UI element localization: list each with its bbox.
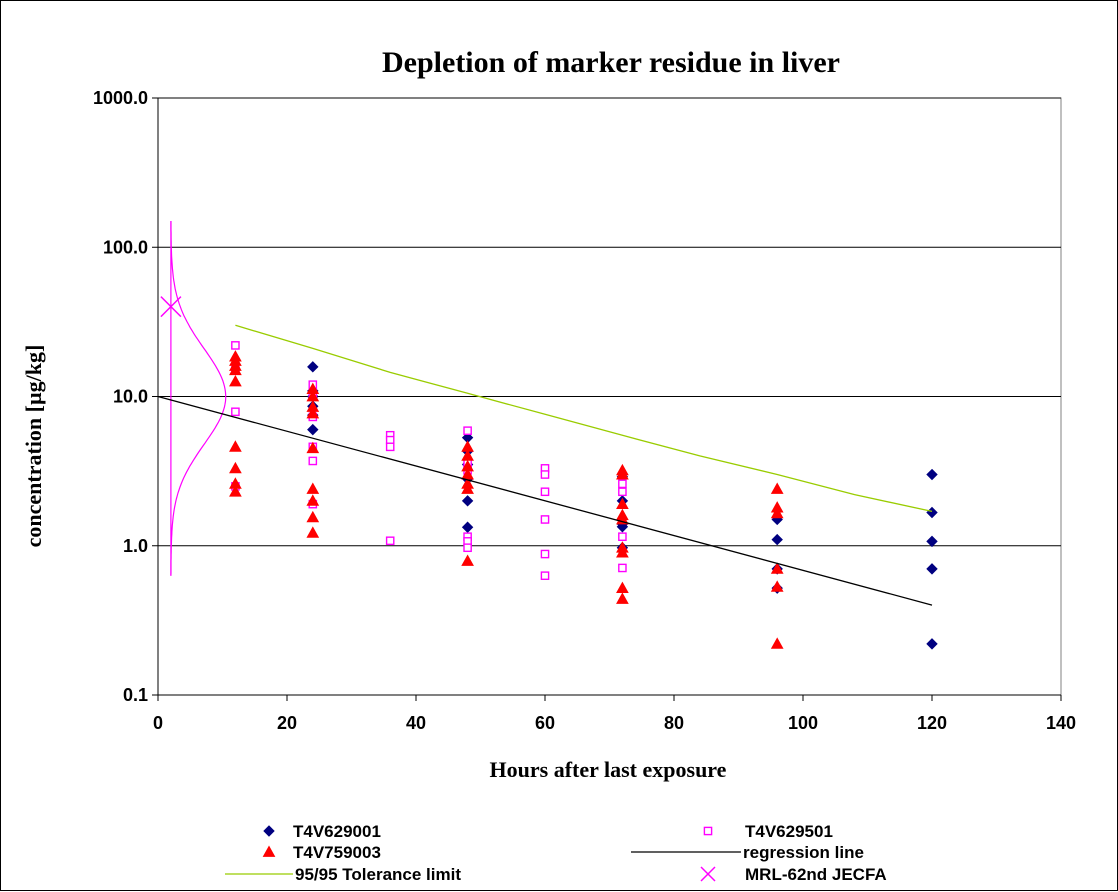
- data-point: [616, 592, 629, 604]
- x-tick-label: 120: [917, 713, 947, 733]
- x-tick-label: 60: [535, 713, 555, 733]
- x-axis-title: Hours after last exposure: [490, 757, 727, 782]
- legend-label: T4V629001: [293, 822, 381, 841]
- legend-marker-swatch: [700, 866, 716, 882]
- y-tick-label: 10.0: [113, 387, 148, 407]
- data-point: [306, 526, 320, 538]
- legend-label: MRL-62nd JECFA: [745, 865, 887, 884]
- data-point: [926, 535, 938, 548]
- legend-item-regression-line: regression line: [631, 843, 864, 862]
- legend-item-t4v759003: T4V759003: [262, 843, 381, 862]
- data-point: [618, 487, 627, 497]
- x-tick-label: 140: [1046, 713, 1076, 733]
- x-marker-stroke: [700, 866, 716, 882]
- data-point: [307, 361, 319, 373]
- legend-label: regression line: [743, 843, 864, 862]
- data-point: [540, 549, 550, 559]
- data-point: [540, 470, 550, 479]
- data-point: [926, 563, 938, 575]
- legend-marker-swatch: [703, 826, 713, 836]
- data-point: [231, 341, 240, 350]
- series-line-95-95-tolerance-limit: [235, 324, 933, 513]
- legend-item-95-95-tolerance-limit: 95/95 Tolerance limit: [225, 865, 461, 884]
- data-point: [926, 506, 938, 519]
- y-tick-label: 0.1: [123, 685, 148, 705]
- legend-marker-swatch: [262, 845, 276, 857]
- x-tick-label: 0: [153, 713, 163, 733]
- data-point: [616, 468, 629, 480]
- data-point: [616, 497, 629, 510]
- series-t4v759003: [229, 350, 784, 649]
- legend-label: T4V759003: [293, 843, 381, 862]
- data-point: [926, 468, 938, 481]
- distribution-curve: [170, 221, 227, 576]
- data-point: [308, 456, 318, 466]
- data-point: [307, 423, 319, 436]
- data-point: [306, 482, 320, 494]
- chart-title: Depletion of marker residue in liver: [382, 46, 840, 79]
- data-point: [385, 442, 395, 452]
- data-point: [306, 406, 320, 419]
- data-point: [229, 485, 242, 497]
- data-point: [306, 510, 320, 523]
- x-tick-label: 20: [277, 713, 297, 733]
- x-tick-label: 40: [406, 713, 426, 733]
- series-line-regression-line: [157, 395, 933, 606]
- data-point: [618, 532, 627, 541]
- y-tick-label: 100.0: [103, 237, 148, 257]
- data-point: [926, 638, 938, 650]
- data-point: [461, 482, 474, 494]
- y-tick-label: 1000.0: [93, 88, 148, 108]
- data-point: [770, 637, 784, 649]
- legend-marker-swatch: [263, 825, 275, 837]
- x-tick-label: 100: [788, 713, 818, 733]
- data-point: [229, 374, 242, 387]
- data-point: [229, 461, 242, 474]
- data-point: [461, 495, 474, 507]
- data-point: [160, 296, 182, 318]
- y-axis-title: concentration [µg/kg]: [21, 345, 46, 548]
- data-point: [461, 554, 474, 566]
- data-point: [540, 571, 550, 580]
- data-point: [306, 441, 320, 454]
- data-point: [231, 407, 240, 417]
- legend-label: 95/95 Tolerance limit: [295, 865, 461, 884]
- data-point: [770, 562, 784, 574]
- data-point: [229, 440, 242, 452]
- data-point: [616, 546, 629, 558]
- data-point: [229, 363, 242, 376]
- legend-item-t4v629001: T4V629001: [263, 822, 381, 841]
- data-point: [463, 543, 472, 553]
- data-point: [618, 479, 627, 489]
- data-point: [540, 487, 550, 497]
- x-marker-stroke: [160, 296, 182, 318]
- data-point: [770, 580, 784, 592]
- legend-label: T4V629501: [745, 822, 833, 841]
- legend-item-mrl-62nd-jecfa: MRL-62nd JECFA: [700, 865, 887, 884]
- data-point: [306, 494, 320, 506]
- data-point: [540, 515, 550, 524]
- series-t4v629501: [231, 341, 627, 580]
- data-point: [616, 581, 629, 594]
- y-tick-label: 1.0: [123, 536, 148, 556]
- legend-item-t4v629501: T4V629501: [703, 822, 833, 841]
- data-point: [770, 506, 784, 519]
- series-mrl-62nd-jecfa: [160, 296, 182, 318]
- data-point: [463, 426, 472, 436]
- x-tick-label: 80: [664, 713, 684, 733]
- data-point: [771, 533, 783, 546]
- data-point: [770, 482, 784, 494]
- data-point: [618, 563, 627, 573]
- data-point: [385, 536, 395, 546]
- data-point: [461, 521, 474, 533]
